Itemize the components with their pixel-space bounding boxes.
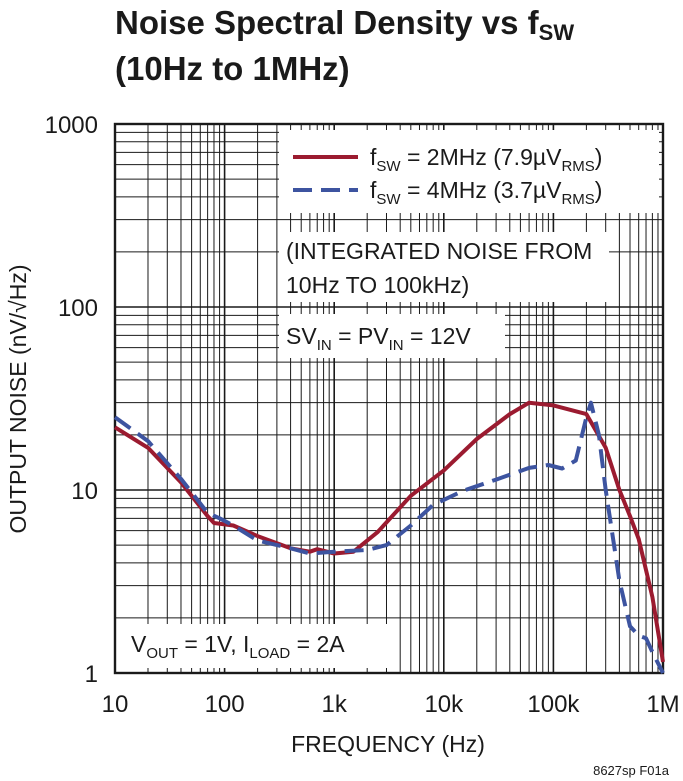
- plot-frame: [113, 122, 665, 675]
- x-tick-label: 10k: [424, 691, 464, 718]
- conditions-note: VOUT = 1V, ILOAD = 2A: [131, 631, 345, 662]
- x-axis-label: FREQUENCY (Hz): [291, 731, 485, 757]
- x-tick-label: 100: [205, 691, 245, 718]
- legend-box: [279, 130, 659, 213]
- legend-label-2mhz: fSW = 2MHz (7.9µVRMS): [370, 144, 602, 175]
- x-tick-label: 1M: [646, 691, 679, 718]
- chart-title: Noise Spectral Density vs fSW: [115, 4, 574, 45]
- grid: [114, 124, 663, 674]
- y-tick-label: 10: [71, 478, 98, 505]
- y-tick-label: 1: [85, 661, 98, 688]
- x-tick-label: 10: [102, 691, 129, 718]
- integrated-note-box: [279, 232, 609, 302]
- series-line-4mhz: [113, 400, 665, 674]
- x-tick-label: 100k: [527, 691, 580, 718]
- chart-subtitle: (10Hz to 1MHz): [115, 50, 350, 87]
- conditions-note-box: [124, 624, 394, 668]
- figure-id: 8627sp F01a: [593, 763, 670, 778]
- y-tick-label: 1000: [45, 112, 98, 139]
- y-axis-label: OUTPUT NOISE (nV/√Hz): [5, 264, 31, 533]
- y-tick-label: 100: [58, 295, 98, 322]
- supply-note: SVIN = PVIN = 12V: [286, 323, 471, 354]
- legend-label-4mhz: fSW = 4MHz (3.7µVRMS): [370, 177, 602, 208]
- integrated-note-line1: (INTEGRATED NOISE FROM: [286, 238, 592, 264]
- integrated-note-line2: 10Hz TO 100kHz): [286, 272, 469, 298]
- series-layer: [113, 400, 665, 674]
- supply-note-box: [279, 314, 505, 358]
- x-tick-label: 1k: [322, 691, 348, 718]
- series-line-2mhz: [113, 400, 665, 663]
